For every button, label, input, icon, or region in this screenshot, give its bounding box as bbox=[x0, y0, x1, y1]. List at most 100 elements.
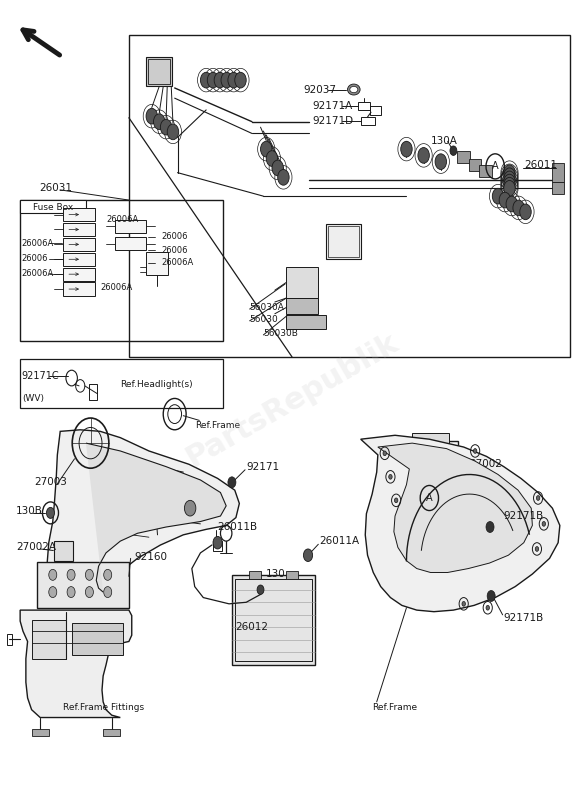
Text: A: A bbox=[492, 162, 499, 171]
Circle shape bbox=[185, 500, 196, 516]
Bar bbox=[146, 252, 168, 275]
Bar bbox=[148, 59, 170, 84]
Circle shape bbox=[266, 150, 278, 166]
Bar bbox=[328, 226, 359, 257]
Circle shape bbox=[492, 188, 504, 204]
Circle shape bbox=[207, 72, 219, 88]
Polygon shape bbox=[378, 443, 533, 573]
Bar bbox=[63, 253, 95, 266]
Circle shape bbox=[536, 496, 540, 500]
Circle shape bbox=[67, 586, 75, 598]
Polygon shape bbox=[20, 610, 132, 718]
Text: Ref.Frame Fittings: Ref.Frame Fittings bbox=[63, 703, 144, 712]
Text: 92171B: 92171B bbox=[504, 511, 544, 521]
Circle shape bbox=[104, 586, 112, 598]
Circle shape bbox=[435, 154, 447, 170]
Text: 92171B: 92171B bbox=[504, 613, 544, 623]
Circle shape bbox=[104, 570, 112, 580]
Text: A: A bbox=[426, 493, 433, 503]
Bar bbox=[235, 578, 312, 661]
Text: 92037: 92037 bbox=[304, 85, 336, 94]
Text: 92171: 92171 bbox=[246, 462, 279, 472]
Bar bbox=[129, 35, 569, 357]
Circle shape bbox=[504, 168, 515, 184]
Circle shape bbox=[418, 147, 429, 163]
Bar bbox=[114, 237, 146, 250]
Ellipse shape bbox=[347, 84, 360, 95]
Circle shape bbox=[200, 72, 212, 88]
Circle shape bbox=[401, 142, 412, 157]
Circle shape bbox=[272, 160, 283, 176]
Bar bbox=[412, 433, 449, 445]
Text: 92161: 92161 bbox=[470, 482, 503, 491]
Circle shape bbox=[504, 181, 515, 196]
Circle shape bbox=[304, 549, 312, 562]
Text: 26011: 26011 bbox=[524, 160, 557, 170]
Bar bbox=[286, 298, 318, 314]
Circle shape bbox=[504, 171, 515, 186]
Circle shape bbox=[85, 570, 93, 580]
Circle shape bbox=[67, 570, 75, 580]
Circle shape bbox=[462, 602, 465, 606]
Bar bbox=[7, 634, 12, 645]
Text: 26012: 26012 bbox=[235, 622, 268, 632]
Bar bbox=[479, 165, 492, 177]
Bar bbox=[406, 445, 455, 484]
Bar bbox=[63, 267, 95, 281]
Text: 27003: 27003 bbox=[34, 478, 67, 487]
Circle shape bbox=[213, 537, 222, 549]
Bar bbox=[469, 159, 481, 170]
Bar bbox=[286, 266, 318, 298]
Circle shape bbox=[542, 522, 545, 526]
Circle shape bbox=[221, 72, 232, 88]
Circle shape bbox=[504, 174, 515, 190]
Text: 56030B: 56030B bbox=[263, 329, 298, 338]
Polygon shape bbox=[361, 435, 560, 612]
Bar bbox=[20, 200, 86, 214]
Text: 130: 130 bbox=[266, 569, 286, 579]
Bar bbox=[103, 730, 120, 735]
Bar bbox=[213, 541, 222, 550]
Circle shape bbox=[49, 570, 57, 580]
Bar bbox=[20, 200, 223, 341]
Text: PartsRepublik: PartsRepublik bbox=[180, 327, 404, 473]
Text: 92171A: 92171A bbox=[312, 101, 352, 111]
Bar bbox=[114, 220, 146, 233]
Text: Ref.Frame: Ref.Frame bbox=[194, 421, 240, 430]
Circle shape bbox=[487, 590, 495, 602]
Bar bbox=[457, 151, 470, 163]
Ellipse shape bbox=[350, 86, 358, 93]
Bar bbox=[119, 498, 131, 518]
Circle shape bbox=[167, 124, 179, 140]
Bar bbox=[249, 571, 260, 578]
Bar bbox=[286, 315, 326, 330]
Circle shape bbox=[47, 507, 54, 518]
Circle shape bbox=[228, 477, 236, 488]
Circle shape bbox=[228, 72, 239, 88]
Text: 130B: 130B bbox=[16, 506, 43, 516]
Text: 56030A: 56030A bbox=[249, 303, 284, 312]
Polygon shape bbox=[47, 430, 239, 598]
Text: 92160: 92160 bbox=[134, 552, 168, 562]
Bar bbox=[404, 490, 458, 511]
Circle shape bbox=[154, 114, 165, 130]
Circle shape bbox=[504, 165, 515, 181]
Circle shape bbox=[383, 451, 387, 456]
Circle shape bbox=[85, 586, 93, 598]
Bar bbox=[358, 102, 370, 110]
Circle shape bbox=[394, 498, 398, 502]
Bar bbox=[404, 441, 458, 488]
Circle shape bbox=[277, 170, 289, 185]
Circle shape bbox=[235, 72, 246, 88]
Bar bbox=[32, 730, 48, 735]
Circle shape bbox=[499, 192, 510, 208]
Bar bbox=[32, 619, 66, 658]
Circle shape bbox=[161, 119, 172, 135]
Text: Ref.Frame: Ref.Frame bbox=[372, 703, 417, 712]
Text: 26006A: 26006A bbox=[22, 270, 54, 278]
Text: 27002: 27002 bbox=[470, 459, 502, 470]
Text: 26006A: 26006A bbox=[162, 258, 194, 267]
Text: 92171C: 92171C bbox=[22, 371, 60, 382]
Circle shape bbox=[506, 196, 517, 212]
Text: 26006: 26006 bbox=[22, 254, 48, 263]
